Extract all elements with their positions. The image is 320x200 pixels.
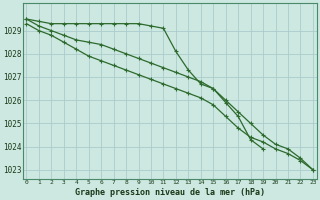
X-axis label: Graphe pression niveau de la mer (hPa): Graphe pression niveau de la mer (hPa) <box>75 188 265 197</box>
